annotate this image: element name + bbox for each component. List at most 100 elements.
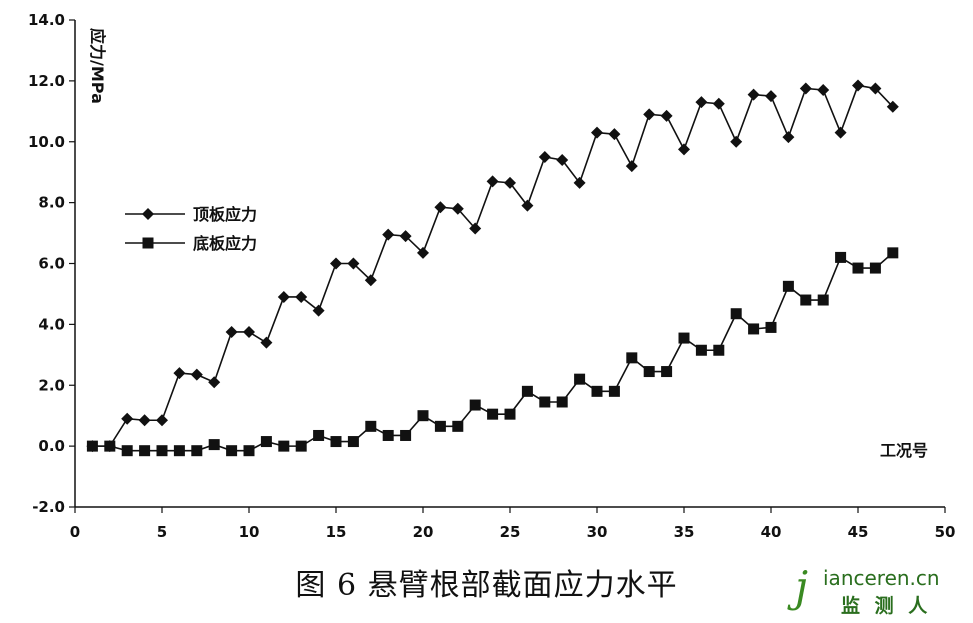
series-1 <box>86 79 899 453</box>
data-point <box>504 408 516 420</box>
data-point <box>887 247 899 259</box>
data-point <box>504 176 516 189</box>
y-tick-label: 4.0 <box>38 315 65 333</box>
data-point <box>799 82 812 95</box>
tick-labels: -2.0 0.0 2.0 4.0 6.0 8.0 10.0 12.0 14.0 0 5 10 15 20 2… <box>28 11 955 541</box>
data-point <box>852 79 864 92</box>
data-point <box>243 445 255 457</box>
data-point <box>643 366 655 378</box>
data-point <box>277 290 290 303</box>
data-point <box>417 410 429 422</box>
x-tick-label: 45 <box>848 523 869 541</box>
data-point <box>156 414 168 427</box>
watermark-logo: j ianceren.cn 监 测 人 <box>793 562 968 617</box>
data-point <box>486 175 499 188</box>
data-point <box>469 222 482 235</box>
data-point <box>817 294 829 306</box>
data-point <box>138 414 151 427</box>
y-axis-label: 应力/MPa <box>88 28 107 104</box>
x-tick-label: 0 <box>70 523 80 541</box>
data-point <box>139 445 151 457</box>
data-point <box>312 304 325 317</box>
data-point <box>695 344 707 356</box>
data-point <box>121 445 133 457</box>
data-point <box>86 440 98 452</box>
data-point <box>190 368 203 381</box>
data-point <box>260 436 272 448</box>
data-point <box>226 445 238 457</box>
x-tick-label: 5 <box>157 523 167 541</box>
data-point <box>869 82 882 95</box>
x-tick-label: 15 <box>326 523 347 541</box>
y-tick-label: 6.0 <box>38 255 65 273</box>
data-point <box>208 376 221 389</box>
y-tick-label: 14.0 <box>28 11 65 29</box>
watermark-site: ianceren.cn <box>823 566 940 590</box>
series-line <box>92 252 894 452</box>
watermark-name: 监 测 人 <box>841 595 932 617</box>
data-point <box>574 373 586 385</box>
data-point <box>243 325 255 338</box>
x-tick-label: 25 <box>500 523 521 541</box>
y-tick-label: 12.0 <box>28 72 65 90</box>
data-point <box>835 251 847 263</box>
data-point <box>678 332 690 344</box>
x-tick-label: 40 <box>761 523 782 541</box>
data-point <box>643 108 656 121</box>
data-point <box>191 445 203 457</box>
data-point <box>434 201 447 214</box>
legend-label: 顶板应力 <box>193 205 257 224</box>
data-point <box>748 323 760 335</box>
axes <box>69 19 946 513</box>
data-point <box>330 436 342 448</box>
data-point <box>539 396 551 408</box>
data-point <box>347 436 359 448</box>
data-point <box>556 396 568 408</box>
series-2 <box>86 247 899 457</box>
y-tick-label: -2.0 <box>32 498 65 516</box>
data-point <box>765 321 777 333</box>
data-point <box>765 90 777 103</box>
series-line <box>92 84 894 447</box>
data-point <box>382 228 395 241</box>
legend-marker <box>142 208 154 220</box>
y-tick-label: 8.0 <box>38 194 65 212</box>
data-point <box>626 352 638 364</box>
data-point <box>608 385 620 397</box>
data-point <box>173 445 185 457</box>
data-point <box>295 290 308 303</box>
data-point <box>817 84 830 97</box>
data-point <box>730 308 742 320</box>
data-point <box>121 412 134 425</box>
data-point <box>156 445 168 457</box>
data-point <box>225 325 238 338</box>
data-point <box>556 154 569 167</box>
data-point <box>660 109 673 122</box>
series-layer <box>86 79 899 457</box>
data-point <box>591 385 603 397</box>
data-point <box>608 128 621 141</box>
data-point <box>104 440 116 452</box>
y-tick-label: 10.0 <box>28 133 65 151</box>
data-point <box>434 420 446 432</box>
data-point <box>886 100 899 113</box>
data-point <box>869 262 881 274</box>
data-point <box>278 440 290 452</box>
figure-caption: 图 6 悬臂根部截面应力水平 <box>295 568 678 603</box>
legend-item: 顶板应力 <box>125 205 257 224</box>
data-point <box>625 160 638 173</box>
data-point <box>712 97 725 110</box>
x-tick-label: 50 <box>935 523 956 541</box>
data-point <box>591 126 603 139</box>
data-point <box>852 262 864 274</box>
data-point <box>365 420 377 432</box>
data-point <box>313 429 325 441</box>
data-point <box>469 399 481 411</box>
data-point <box>208 439 220 451</box>
data-point <box>695 96 708 109</box>
data-point <box>782 280 794 292</box>
data-point <box>260 336 273 349</box>
legend-item: 底板应力 <box>125 234 257 253</box>
data-point <box>330 257 342 270</box>
